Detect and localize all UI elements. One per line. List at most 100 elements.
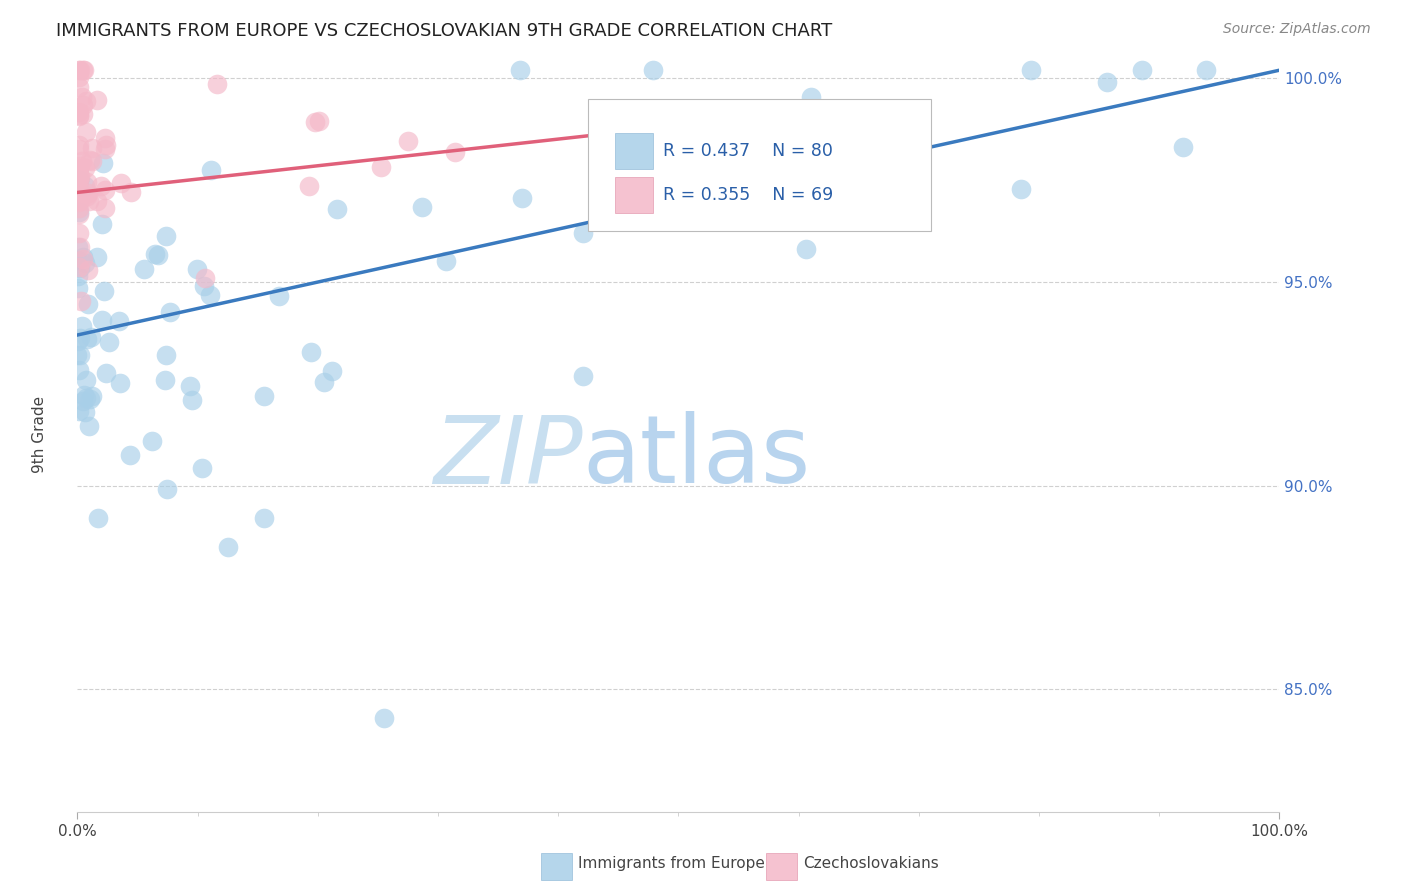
Point (396, 134, 419, 148)
Point (67, 194, 90, 209)
Point (217, 540, 239, 554)
Point (79, 153, 101, 168)
Point (198, 287, 221, 301)
Point (67, 189, 90, 203)
Point (1095, 75, 1118, 89)
Point (67, 80, 90, 95)
Point (96, 366, 118, 380)
Point (80, 329, 103, 343)
Point (67, 172, 90, 186)
Point (67, 169, 90, 184)
Point (510, 191, 533, 205)
Point (156, 482, 179, 496)
Point (299, 344, 322, 359)
Point (67, 169, 90, 183)
Point (70, 153, 93, 168)
Point (509, 63, 531, 78)
Point (97, 335, 120, 350)
Point (67, 186, 90, 201)
Point (1019, 63, 1042, 78)
FancyBboxPatch shape (614, 177, 654, 212)
Point (253, 511, 276, 525)
Point (73, 178, 96, 193)
Point (75, 94, 97, 108)
Point (141, 434, 163, 448)
Point (444, 145, 467, 159)
Point (70, 294, 93, 309)
Point (67, 226, 90, 240)
Point (91, 155, 114, 169)
Point (77, 263, 100, 277)
Point (94, 183, 117, 197)
Point (66, 240, 89, 254)
Point (75, 161, 97, 175)
Point (69, 188, 91, 202)
FancyBboxPatch shape (588, 99, 931, 231)
Point (794, 242, 817, 256)
FancyBboxPatch shape (614, 133, 654, 169)
Point (90, 217, 112, 231)
Point (76, 297, 98, 311)
Point (75, 125, 97, 139)
Point (79, 419, 101, 434)
Point (67, 109, 90, 123)
Y-axis label: 9th Grade: 9th Grade (32, 396, 48, 474)
Point (75, 405, 97, 419)
Text: Source: ZipAtlas.com: Source: ZipAtlas.com (1223, 22, 1371, 37)
Point (67, 202, 90, 216)
Point (90, 179, 112, 194)
Point (370, 161, 392, 175)
Point (72, 394, 94, 409)
Point (67, 281, 90, 295)
Point (155, 373, 177, 387)
Point (66, 334, 89, 348)
Point (76, 189, 98, 203)
Point (193, 278, 215, 293)
Point (67, 105, 90, 120)
Point (67, 159, 90, 173)
Text: R = 0.437    N = 80: R = 0.437 N = 80 (662, 143, 832, 161)
Point (67, 108, 90, 122)
Point (66, 268, 89, 283)
Point (67, 194, 90, 208)
Point (72, 107, 94, 121)
Point (69, 348, 91, 362)
Point (108, 376, 131, 390)
Point (76, 332, 98, 346)
Point (69, 169, 91, 183)
Point (79, 392, 101, 406)
Point (186, 261, 208, 276)
Point (67, 205, 90, 219)
Point (73, 256, 96, 270)
Point (69, 240, 91, 254)
Point (191, 461, 214, 475)
Point (67, 194, 90, 208)
Point (652, 136, 675, 151)
Point (155, 229, 177, 244)
Text: atlas: atlas (582, 411, 810, 503)
Point (80, 153, 103, 168)
Point (72, 318, 94, 333)
Point (86, 251, 108, 265)
Point (86, 93, 108, 107)
Point (252, 389, 274, 403)
Text: Immigrants from Europe: Immigrants from Europe (578, 856, 765, 871)
Point (155, 348, 177, 362)
Point (87, 511, 110, 525)
Point (77, 186, 100, 201)
Point (69, 331, 91, 345)
Point (67, 63, 90, 78)
Point (800, 89, 823, 103)
Point (67, 162, 90, 177)
Point (1173, 140, 1195, 154)
Point (120, 448, 142, 462)
Point (67, 206, 90, 220)
Point (326, 202, 349, 216)
Point (67, 137, 90, 152)
Point (143, 247, 166, 261)
Point (93, 284, 115, 298)
Point (72, 252, 94, 266)
Point (120, 186, 142, 200)
Point (1010, 182, 1032, 196)
Text: IMMIGRANTS FROM EUROPE VS CZECHOSLOVAKIAN 9TH GRADE CORRELATION CHART: IMMIGRANTS FROM EUROPE VS CZECHOSLOVAKIA… (56, 22, 832, 40)
